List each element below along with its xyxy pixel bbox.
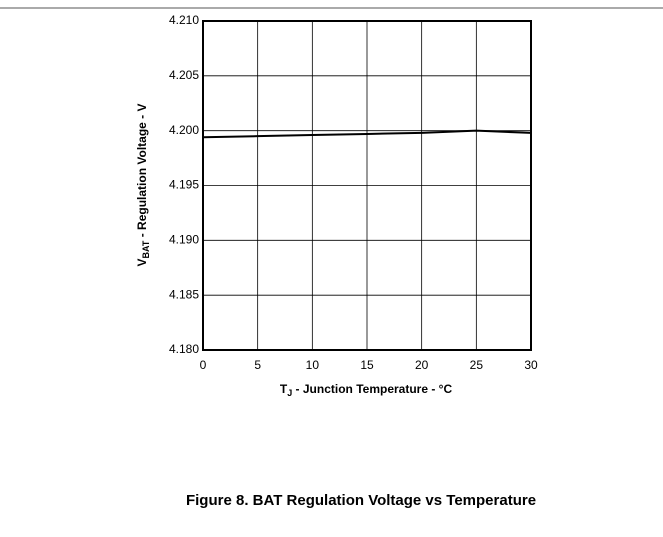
y-axis-label: VBAT - Regulation Voltage - V [135,104,151,267]
x-label-main: T [280,382,288,396]
y-tick-label: 4.190 [169,233,199,247]
y-tick-label: 4.185 [169,287,199,301]
x-label-rest: - Junction Temperature - °C [292,382,452,396]
x-tick-label: 30 [524,358,538,372]
x-tick-label: 15 [360,358,374,372]
x-tick-label: 5 [254,358,261,372]
y-label-sub: BAT [141,240,151,258]
plot-frame [202,20,532,351]
y-tick-label: 4.210 [169,13,199,27]
caption: Figure 8. BAT Regulation Voltage vs Temp… [186,492,536,509]
y-label-main: V [135,258,149,266]
x-tick-label: 25 [470,358,484,372]
data-line [202,129,532,139]
x-axis-label: TJ - Junction Temperature - °C [280,382,453,398]
y-label-rest: - Regulation Voltage - V [135,104,149,241]
x-tick-label: 10 [306,358,320,372]
x-label-sub: J [287,388,292,398]
y-tick-label: 4.180 [169,342,199,356]
y-tick-label: 4.205 [169,68,199,82]
y-tick-label: 4.200 [169,123,199,137]
x-tick-label: 20 [415,358,429,372]
x-tick-label: 0 [200,358,207,372]
y-tick-label: 4.195 [169,178,199,192]
